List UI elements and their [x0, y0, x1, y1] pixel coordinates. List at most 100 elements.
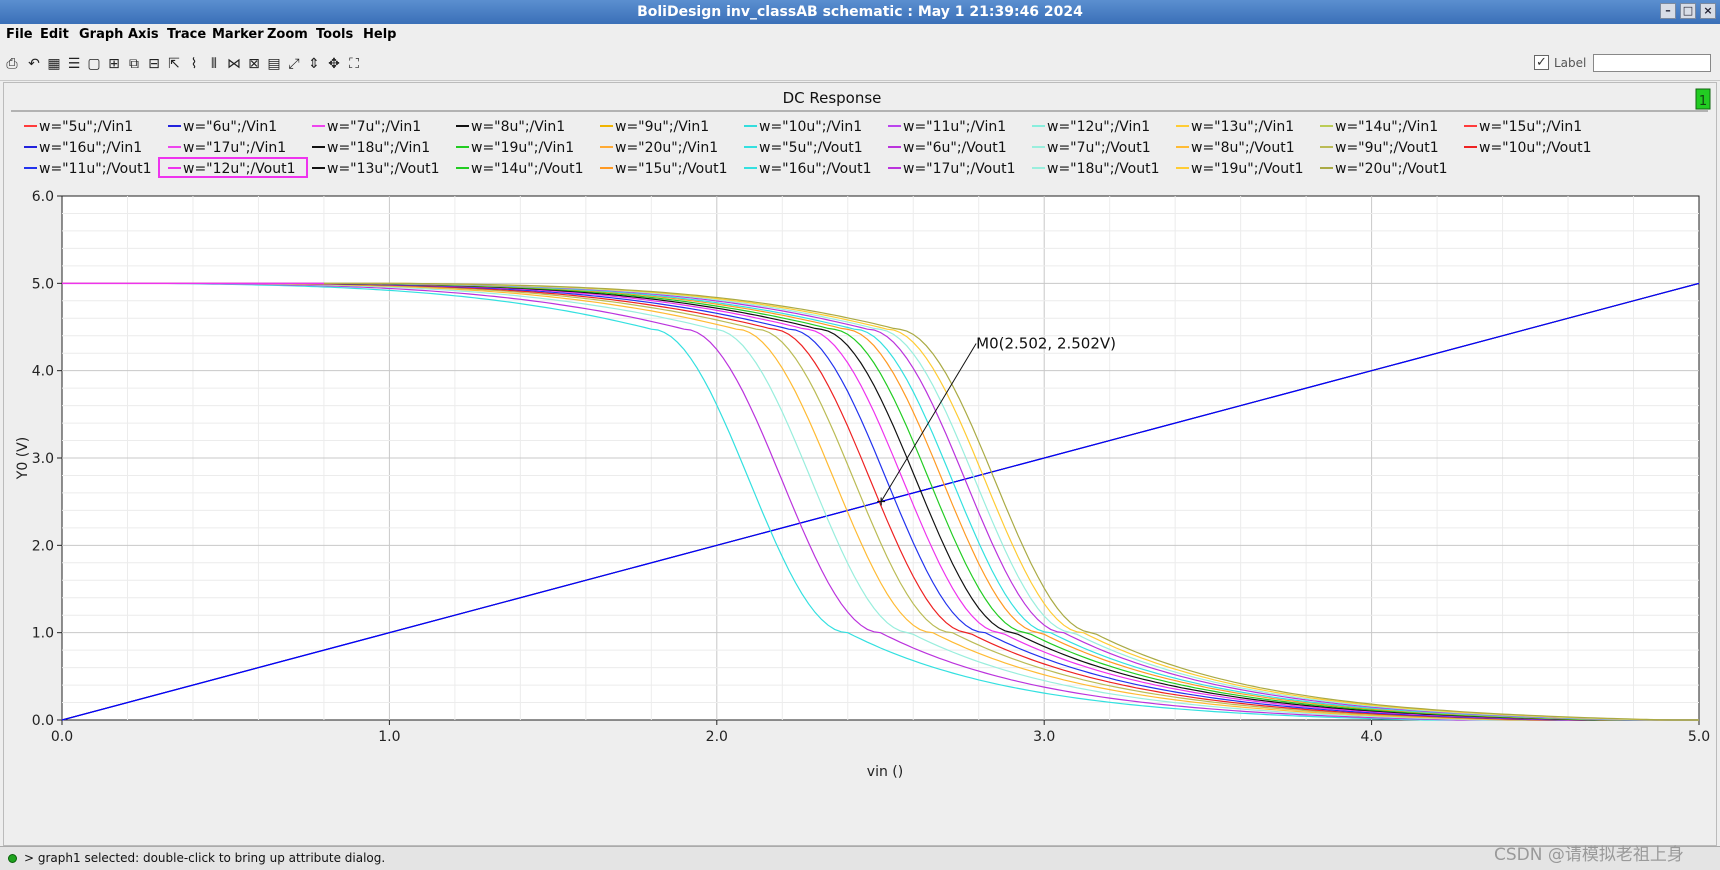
- menu-edit[interactable]: Edit: [40, 27, 69, 42]
- y-tick-label: 3.0: [32, 451, 54, 467]
- trace-line[interactable]: [62, 282, 1699, 721]
- axis-icon[interactable]: ⌇: [190, 56, 198, 72]
- menu-help[interactable]: Help: [363, 27, 397, 42]
- legend-item[interactable]: w="20u";/Vout1: [1320, 161, 1448, 177]
- legend-label: w="16u";/Vout1: [759, 161, 872, 177]
- legend-label: w="18u";/Vout1: [1047, 161, 1160, 177]
- marker-leader: [880, 343, 977, 502]
- minimize-button[interactable]: –: [1660, 3, 1676, 19]
- menu-axis[interactable]: Axis: [128, 27, 159, 42]
- menu-bar: File Edit Graph Axis Trace Marker Zoom T…: [0, 24, 1720, 46]
- legend-item[interactable]: w="14u";/Vout1: [456, 161, 584, 177]
- legend-label: w="7u";/Vin1: [327, 119, 421, 135]
- legend-label: w="10u";/Vout1: [1479, 140, 1592, 156]
- dc-response-chart[interactable]: DC Response 1 w="5u";/Vin1 w="6u";/Vin1 w=…: [0, 82, 1720, 846]
- list-icon[interactable]: ☰: [67, 56, 81, 72]
- label-checkbox[interactable]: ✓: [1534, 55, 1549, 70]
- menu-trace[interactable]: Trace: [167, 27, 207, 42]
- legend-item[interactable]: w="17u";/Vin1: [168, 140, 286, 156]
- legend-item[interactable]: w="8u";/Vin1: [456, 119, 565, 135]
- status-bar: > graph1 selected: double-click to bring…: [0, 846, 1720, 870]
- legend-label: w="19u";/Vin1: [471, 140, 574, 156]
- legend-item[interactable]: w="12u";/Vout1: [158, 157, 308, 178]
- calc-icon[interactable]: ▤: [267, 56, 281, 72]
- fit-x-icon[interactable]: ⤢: [288, 56, 300, 72]
- trace-line[interactable]: [62, 282, 1699, 721]
- subwindow-badge[interactable]: [1695, 88, 1711, 110]
- subwindow-badge-label: 1: [1699, 94, 1707, 109]
- pan-icon[interactable]: ✥: [328, 56, 340, 72]
- label-input[interactable]: [1593, 54, 1711, 72]
- undo-icon[interactable]: ↶: [28, 56, 40, 72]
- blank-icon[interactable]: ▢: [87, 56, 101, 72]
- legend-item[interactable]: w="9u";/Vout1: [1320, 140, 1439, 156]
- legend-label: w="11u";/Vout1: [39, 161, 152, 177]
- legend-label: w="6u";/Vin1: [183, 119, 277, 135]
- legend-item[interactable]: w="19u";/Vin1: [456, 140, 574, 156]
- y-tick-label: 1.0: [32, 626, 54, 642]
- legend-item[interactable]: w="14u";/Vin1: [1320, 119, 1438, 135]
- legend-item[interactable]: w="16u";/Vout1: [744, 161, 872, 177]
- legend-item[interactable]: w="11u";/Vout1: [24, 161, 152, 177]
- chart-title: DC Response: [783, 89, 882, 107]
- legend-item[interactable]: w="10u";/Vout1: [1464, 140, 1592, 156]
- legend-item[interactable]: w="16u";/Vin1: [24, 140, 142, 156]
- overlay-icon[interactable]: ⧉: [129, 56, 139, 72]
- y-tick-label: 0.0: [32, 713, 54, 729]
- grid-icon[interactable]: ▦: [47, 56, 61, 72]
- menu-marker[interactable]: Marker: [212, 27, 264, 42]
- close-button[interactable]: ×: [1700, 3, 1716, 19]
- menu-file[interactable]: File: [6, 27, 33, 42]
- legend-label: w="9u";/Vout1: [1335, 140, 1439, 156]
- print-icon[interactable]: ⎙: [6, 56, 18, 72]
- legend-item[interactable]: w="12u";/Vin1: [1032, 119, 1150, 135]
- legend-label: w="20u";/Vout1: [1335, 161, 1448, 177]
- trace-line[interactable]: [62, 282, 1699, 721]
- mark-icon[interactable]: ⋈: [227, 56, 241, 72]
- legend-item[interactable]: w="5u";/Vin1: [24, 119, 133, 135]
- stack-icon[interactable]: ⊟: [148, 56, 160, 72]
- split-icon[interactable]: ⊞: [108, 56, 120, 72]
- legend-label: w="10u";/Vin1: [759, 119, 862, 135]
- legend-label: w="14u";/Vin1: [1335, 119, 1438, 135]
- legend-item[interactable]: w="5u";/Vout1: [744, 140, 863, 156]
- fit-all-icon[interactable]: ⛶: [349, 56, 359, 72]
- legend-item[interactable]: w="17u";/Vout1: [888, 161, 1016, 177]
- legend-item[interactable]: w="15u";/Vout1: [600, 161, 728, 177]
- legend-item[interactable]: w="7u";/Vin1: [312, 119, 421, 135]
- legend-item[interactable]: w="18u";/Vout1: [1032, 161, 1160, 177]
- legend-item[interactable]: w="13u";/Vout1: [312, 161, 440, 177]
- maximize-button[interactable]: □: [1680, 3, 1696, 19]
- status-message: > graph1 selected: double-click to bring…: [24, 851, 386, 865]
- legend-label: w="6u";/Vout1: [903, 140, 1007, 156]
- title-bar: BoliDesign inv_classAB schematic : May 1…: [0, 0, 1720, 24]
- menu-zoom[interactable]: Zoom: [267, 27, 308, 42]
- legend-item[interactable]: w="7u";/Vout1: [1032, 140, 1151, 156]
- marker-point[interactable]: [877, 497, 886, 506]
- legend-label: w="15u";/Vin1: [1479, 119, 1582, 135]
- menu-graph[interactable]: Graph: [79, 27, 124, 42]
- unmark-icon[interactable]: ⊠: [248, 56, 260, 72]
- legend-item[interactable]: w="18u";/Vin1: [312, 140, 430, 156]
- legend-item[interactable]: w="11u";/Vin1: [888, 119, 1006, 135]
- y-tick-label: 5.0: [32, 276, 54, 292]
- legend-item[interactable]: w="6u";/Vin1: [168, 119, 277, 135]
- legend-item[interactable]: w="9u";/Vin1: [600, 119, 709, 135]
- marker-label[interactable]: M0(2.502, 2.502V): [976, 334, 1116, 352]
- legend-label: w="14u";/Vout1: [471, 161, 584, 177]
- legend-item[interactable]: w="19u";/Vout1: [1176, 161, 1304, 177]
- legend-item[interactable]: w="13u";/Vin1: [1176, 119, 1294, 135]
- detach-icon[interactable]: ⇱: [168, 56, 180, 72]
- fit-y-icon[interactable]: ⇕: [308, 56, 320, 72]
- legend-label: w="12u";/Vout1: [183, 161, 296, 177]
- window-title: BoliDesign inv_classAB schematic : May 1…: [637, 4, 1083, 20]
- menu-tools[interactable]: Tools: [316, 27, 354, 42]
- legend-item[interactable]: w="15u";/Vin1: [1464, 119, 1582, 135]
- legend-label: w="5u";/Vin1: [39, 119, 133, 135]
- legend-item[interactable]: w="8u";/Vout1: [1176, 140, 1295, 156]
- legend-highlight: [158, 157, 308, 178]
- legend-item[interactable]: w="20u";/Vin1: [600, 140, 718, 156]
- legend-item[interactable]: w="6u";/Vout1: [888, 140, 1007, 156]
- legend-item[interactable]: w="10u";/Vin1: [744, 119, 862, 135]
- bars-icon[interactable]: ⦀: [210, 56, 218, 72]
